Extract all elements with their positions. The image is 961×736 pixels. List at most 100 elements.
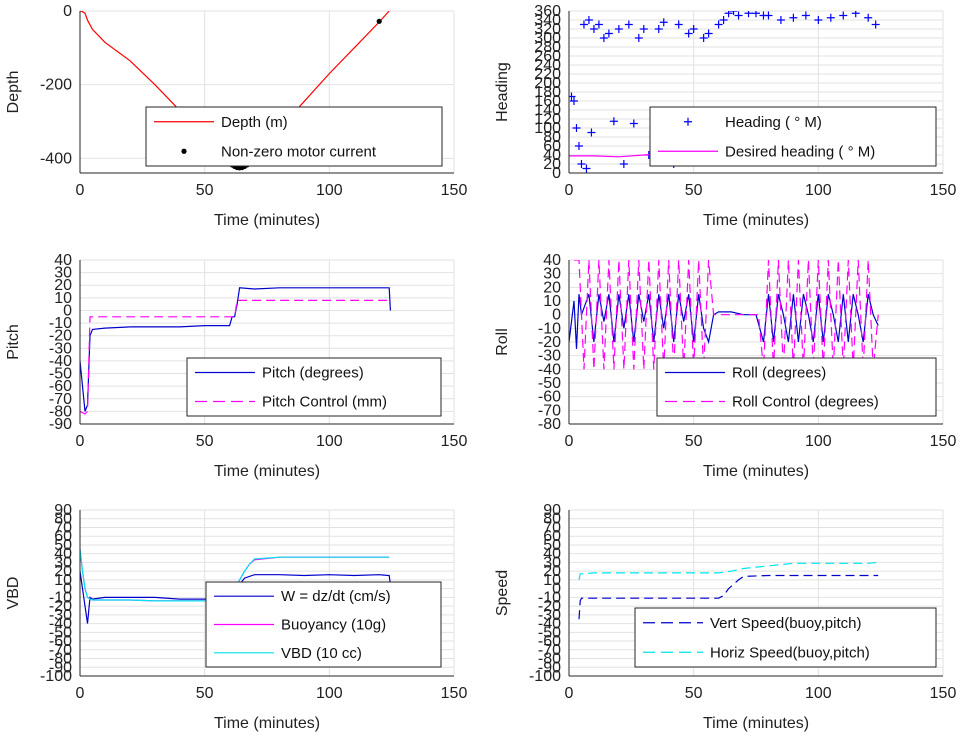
y-tick-label: -20 xyxy=(538,598,561,615)
x-tick-label: 100 xyxy=(316,433,343,450)
x-tick-label: 100 xyxy=(805,433,832,450)
chart-4: 0 50 100 150403020100-10-20-30-40-50-60-70-… xyxy=(494,252,956,480)
y-tick-label: 280 xyxy=(534,39,561,56)
y-tick-label: -60 xyxy=(49,633,72,650)
series-line xyxy=(578,561,879,581)
legend-label: Pitch (degrees) xyxy=(262,365,364,382)
x-tick-label: 50 xyxy=(685,182,703,199)
data-point xyxy=(569,92,576,101)
y-tick-label: 320 xyxy=(534,21,561,38)
data-point xyxy=(871,20,880,29)
y-tick-label: -100 xyxy=(40,668,72,685)
y-tick-label: -70 xyxy=(49,391,72,408)
y-tick-label: -40 xyxy=(49,353,72,370)
y-tick-label: 220 xyxy=(534,66,561,83)
y-tick-label: -10 xyxy=(538,320,561,337)
data-point xyxy=(594,20,603,29)
y-axis-label: Heading xyxy=(494,62,511,122)
y-tick-label: 60 xyxy=(543,528,561,545)
x-tick-label: 0 xyxy=(76,685,85,702)
series-2 xyxy=(80,299,390,415)
legend-swatch xyxy=(684,117,692,126)
y-tick-label: 60 xyxy=(54,528,72,545)
x-tick-label: 0 xyxy=(76,433,85,450)
x-tick-label: 100 xyxy=(805,685,832,702)
y-tick-label: 20 xyxy=(54,563,72,580)
y-tick-label: 0 xyxy=(63,3,72,20)
y-tick-label: -400 xyxy=(40,150,72,167)
data-point xyxy=(752,11,760,18)
y-tick-label: 80 xyxy=(543,511,561,528)
y-tick-label: -50 xyxy=(538,375,561,392)
data-point xyxy=(689,25,698,33)
x-tick-label: 0 xyxy=(565,685,574,702)
data-point xyxy=(864,13,873,22)
y-tick-label: -20 xyxy=(538,334,561,351)
y-tick-label: 0 xyxy=(63,302,72,319)
data-point xyxy=(629,119,638,128)
y-tick-label: 0 xyxy=(63,581,72,598)
y-tick-label: -80 xyxy=(538,416,561,433)
y-tick-label: 70 xyxy=(543,519,561,536)
legend-label: Pitch Control (mm) xyxy=(262,394,387,411)
legend-swatch xyxy=(181,148,187,154)
y-tick-label: 30 xyxy=(54,554,72,571)
y-tick-label: 240 xyxy=(534,57,561,74)
data-point xyxy=(801,11,810,20)
y-tick-label: -70 xyxy=(538,402,561,419)
x-tick-label: 50 xyxy=(685,685,703,702)
data-point xyxy=(569,97,578,105)
data-point xyxy=(619,160,628,168)
y-tick-label: -70 xyxy=(49,642,72,659)
y-tick-label: 160 xyxy=(534,93,561,110)
y-tick-label: 120 xyxy=(534,111,561,128)
y-tick-label: 200 xyxy=(534,75,561,92)
legend: W = dz/dt (cm/s) Buoyancy (10g) VBD (10 cc… xyxy=(205,581,442,668)
data-point xyxy=(789,13,798,22)
y-tick-label: -90 xyxy=(49,416,72,433)
y-tick-label: 90 xyxy=(543,502,561,519)
data-point xyxy=(851,11,860,18)
x-tick-label: 100 xyxy=(805,182,832,199)
data-point xyxy=(729,11,738,15)
legend-label: Roll (degrees) xyxy=(732,365,826,382)
data-point xyxy=(589,25,598,33)
y-tick-label: 70 xyxy=(54,519,72,536)
y-tick-label: 10 xyxy=(543,293,561,310)
legend-label: Roll Control (degrees) xyxy=(732,394,879,411)
legend-label: Buoyancy (10g) xyxy=(281,617,386,634)
data-point xyxy=(699,34,708,42)
y-tick-label: 10 xyxy=(543,572,561,589)
x-tick-label: 0 xyxy=(565,182,574,199)
y-tick-label: 30 xyxy=(543,554,561,571)
legend-label: W = dz/dt (cm/s) xyxy=(281,588,391,605)
data-point xyxy=(776,16,785,24)
data-point xyxy=(614,25,623,33)
legend: Vert Speed(buoy,pitch) Horiz Speed(buoy,p… xyxy=(634,607,937,668)
legend-box xyxy=(634,607,937,668)
legend-label: Non-zero motor current xyxy=(221,143,377,160)
y-tick-label: -30 xyxy=(538,607,561,624)
series-2 xyxy=(578,561,879,581)
x-tick-label: 150 xyxy=(930,685,957,702)
series-2 xyxy=(574,260,879,370)
data-point xyxy=(574,142,583,150)
chart-6: 0 50 100 1509080706050403020100-10-20-30-40… xyxy=(494,502,956,732)
data-point xyxy=(684,29,693,38)
y-tick-label: -40 xyxy=(49,616,72,633)
y-tick-label: -80 xyxy=(538,651,561,668)
legend-label: VBD (10 cc) xyxy=(281,645,362,662)
data-point xyxy=(744,11,753,18)
x-tick-label: 50 xyxy=(196,182,214,199)
y-tick-label: 50 xyxy=(54,537,72,554)
y-tick-label: 50 xyxy=(543,537,561,554)
data-point xyxy=(704,29,713,38)
y-tick-label: -10 xyxy=(538,589,561,606)
y-axis-label: Depth xyxy=(5,71,22,114)
y-tick-label: -80 xyxy=(49,651,72,668)
x-tick-label: 50 xyxy=(196,685,214,702)
y-tick-label: 60 xyxy=(543,138,561,155)
x-tick-label: 0 xyxy=(76,182,85,199)
data-point xyxy=(604,29,613,38)
x-tick-label: 100 xyxy=(316,182,343,199)
